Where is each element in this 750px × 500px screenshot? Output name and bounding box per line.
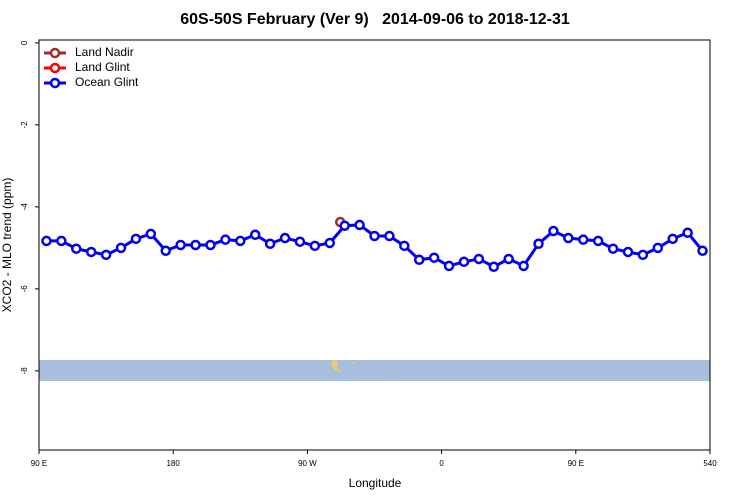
x-tick-label: 90 W [298, 459, 317, 468]
data-point [592, 235, 604, 247]
map-strip [39, 360, 710, 381]
data-point [473, 253, 485, 265]
y-tick-label: -6 [20, 285, 29, 293]
data-point [324, 237, 336, 249]
legend-label: Land Nadir [75, 45, 134, 59]
data-point [175, 239, 186, 251]
data-point [190, 239, 201, 251]
data-point [339, 220, 350, 231]
x-axis-label: Longitude [349, 476, 402, 490]
data-point [503, 253, 514, 265]
data-point [309, 240, 321, 252]
data-point [622, 246, 634, 258]
data-point [399, 240, 410, 252]
map-land [352, 362, 355, 364]
data-point [100, 249, 112, 261]
data-point [667, 233, 678, 245]
data-point [533, 238, 544, 250]
data-point [652, 242, 664, 254]
x-tick-label: 90 E [31, 459, 47, 468]
data-point [563, 232, 574, 244]
data-point [279, 232, 291, 244]
data-point [458, 256, 470, 268]
data-point [145, 228, 157, 240]
data-point [56, 235, 67, 247]
data-point [697, 245, 708, 256]
legend-label: Land Glint [75, 60, 130, 74]
legend-marker [49, 77, 61, 89]
y-axis-label: XCO2 - MLO trend (ppm) [0, 178, 14, 313]
data-point [682, 227, 693, 238]
legend-label: Ocean Glint [75, 75, 139, 89]
chart-title: 60S-50S February (Ver 9) 2014-09-06 to 2… [180, 11, 570, 28]
y-tick-label: 0 [20, 40, 29, 45]
map-land [386, 369, 388, 371]
data-point [637, 249, 649, 261]
data-point [294, 236, 306, 247]
plot-frame [38, 39, 711, 451]
data-point [71, 243, 82, 254]
data-point [488, 261, 500, 272]
data-point [413, 254, 425, 266]
legend-marker [49, 47, 61, 59]
map-land [331, 360, 342, 372]
legend-marker [49, 62, 61, 74]
data-point [205, 239, 216, 251]
data-point [369, 230, 380, 242]
data-point [235, 235, 246, 247]
x-tick-label: 180 [167, 459, 181, 468]
data-point [428, 252, 440, 263]
data-point [249, 229, 261, 240]
data-point [160, 245, 171, 256]
data-point [130, 233, 142, 245]
data-point [443, 260, 455, 272]
x-tick-label: 0 [439, 459, 444, 468]
y-tick-label: -2 [20, 121, 29, 129]
data-point [220, 234, 231, 245]
data-point [518, 260, 529, 272]
data-point [384, 230, 395, 242]
data-point [578, 234, 589, 245]
data-point [354, 219, 365, 231]
data-point [264, 238, 276, 250]
y-tick-label: -8 [20, 367, 29, 375]
y-tick-label: -4 [20, 203, 29, 211]
x-tick-label: 540 [703, 459, 717, 468]
data-point [41, 235, 52, 247]
data-point [607, 243, 619, 254]
x-tick-label: 90 E [568, 459, 584, 468]
data-point [548, 225, 559, 237]
data-point [115, 242, 127, 254]
data-point [85, 246, 97, 258]
